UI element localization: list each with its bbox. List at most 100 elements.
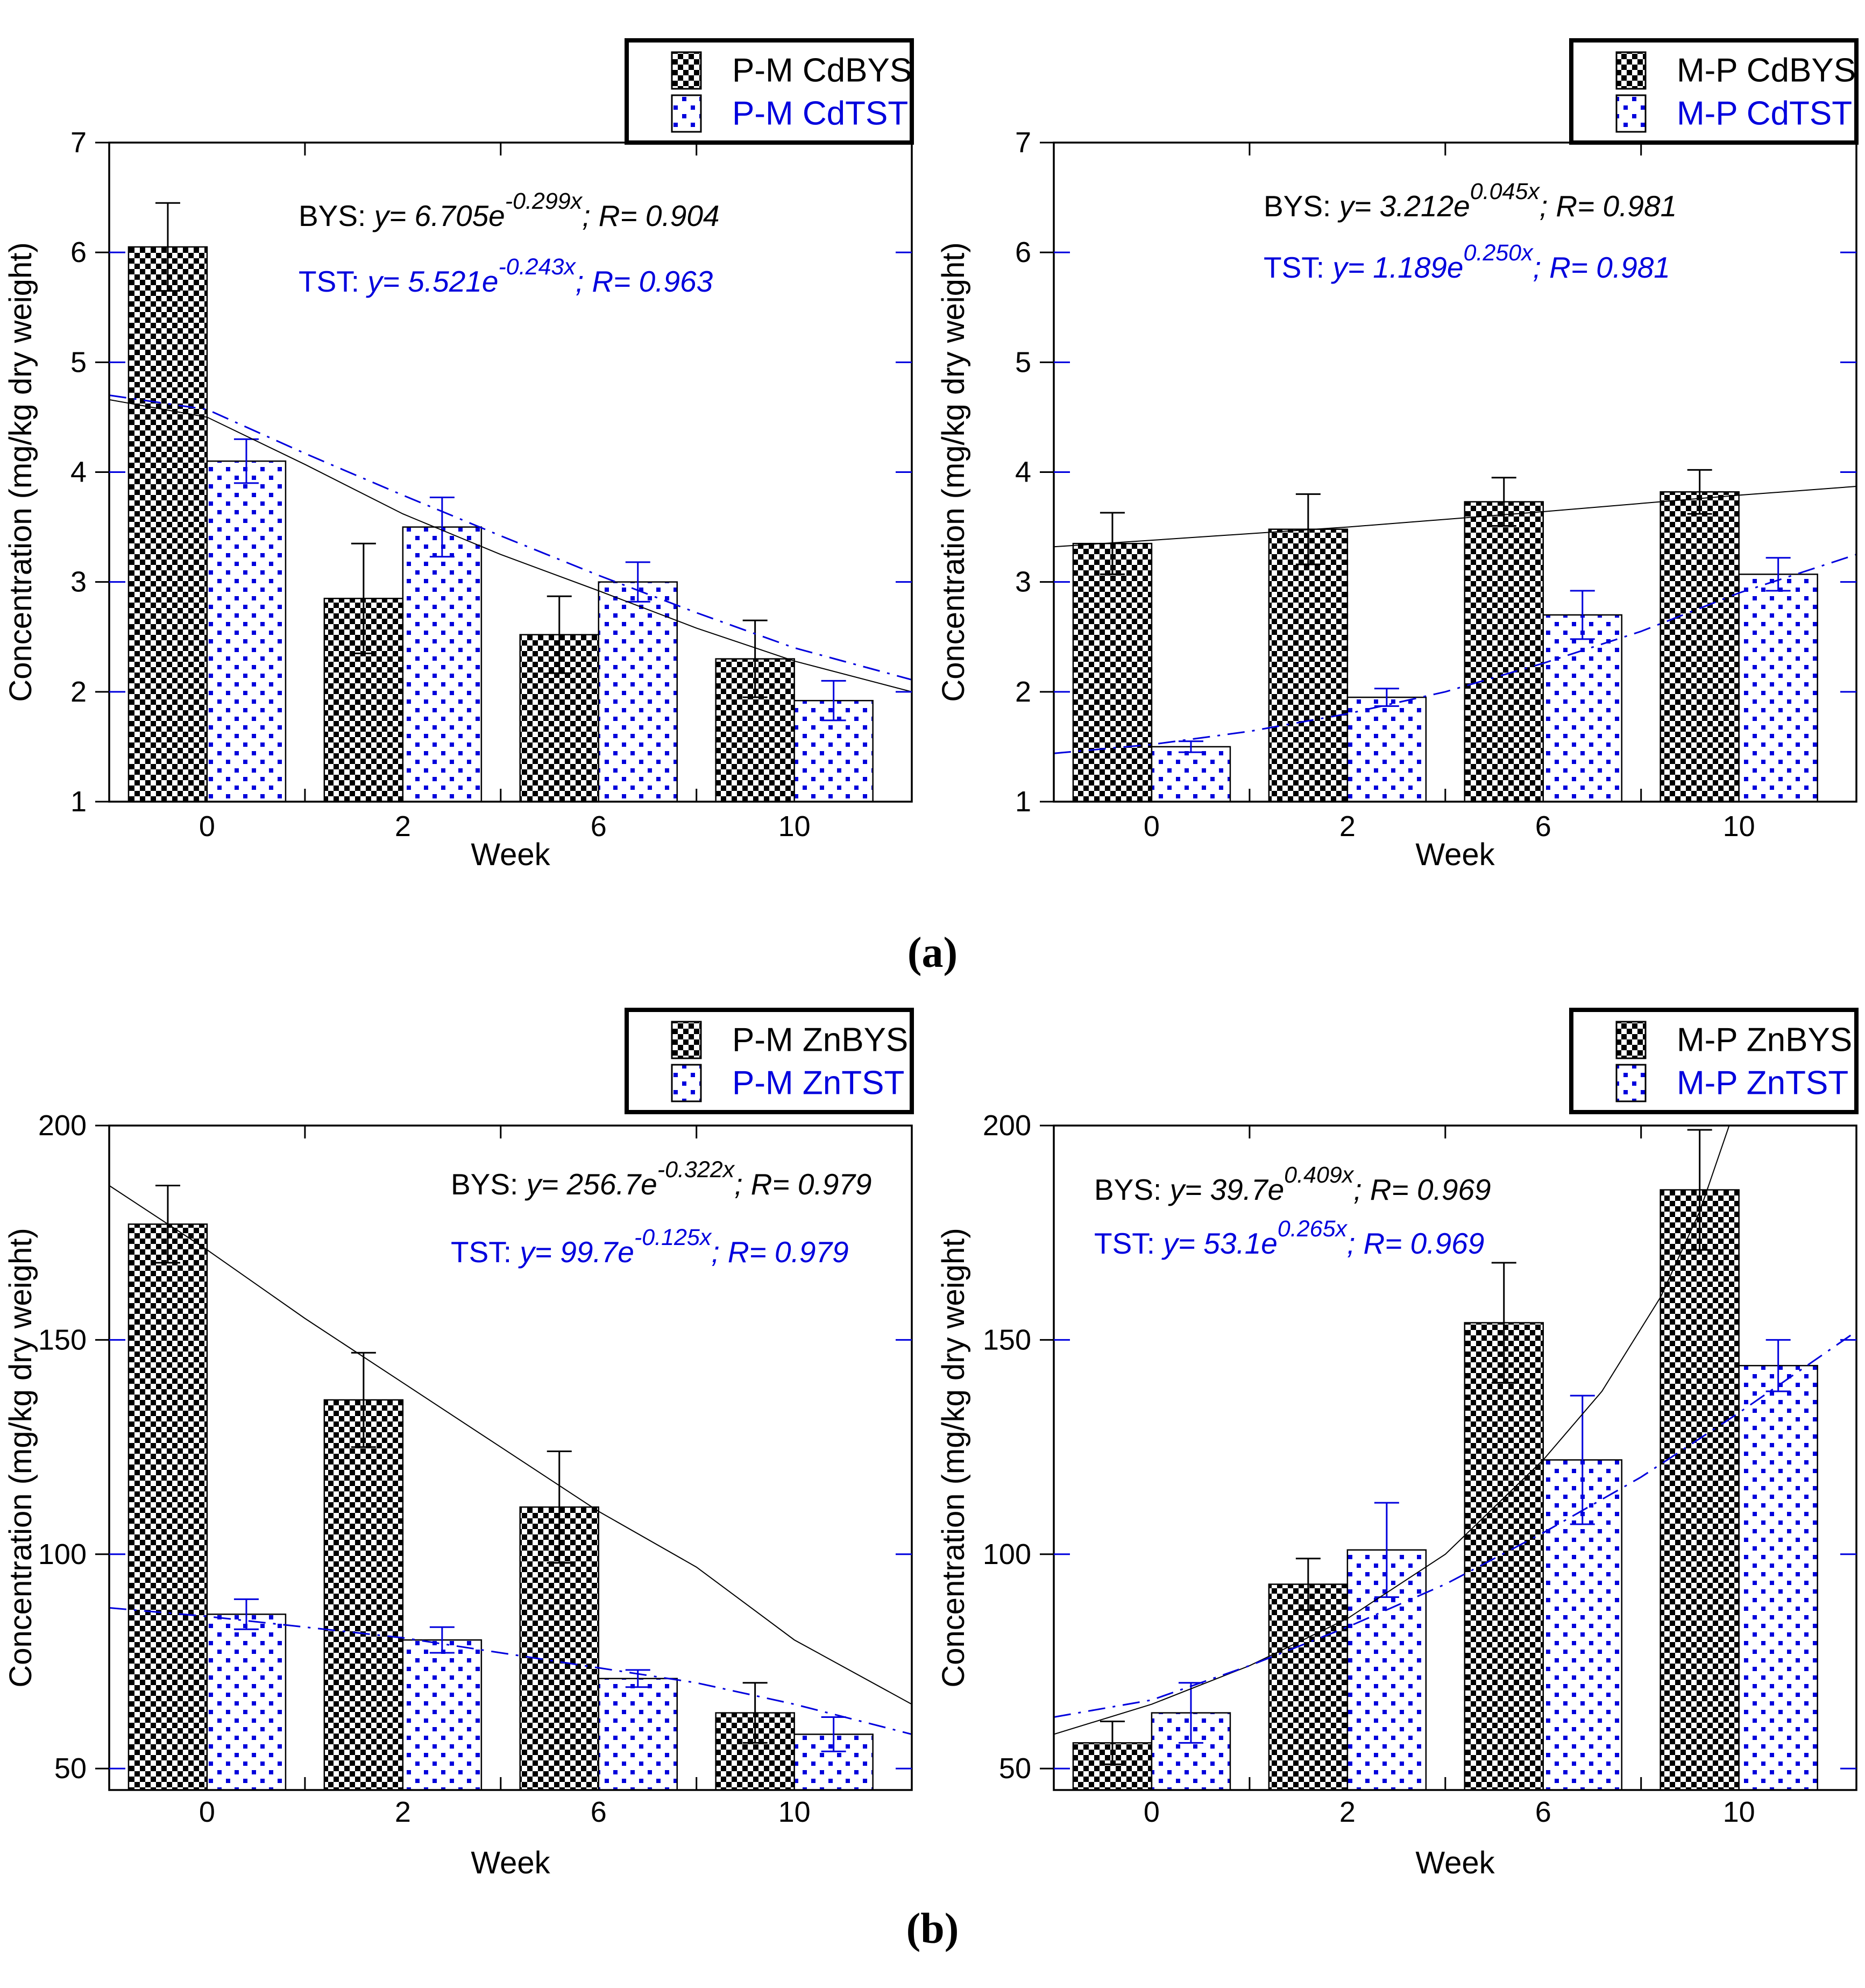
chart-panel-pm-zn: 50 100 150 200 0 2 6 10 Concentration (mg/kg dry… (0, 1002, 932, 1938)
legend-label-tst: P-M CdTST (732, 95, 908, 132)
bys-bar (1268, 528, 1349, 803)
y-tick-label: 7 (70, 126, 87, 159)
tst-bar (402, 1639, 483, 1791)
plot-box (108, 1124, 913, 1791)
tst-error-bar (429, 496, 455, 558)
legend-label-tst: M-P CdTST (1677, 95, 1852, 132)
bys-error-bar (1491, 1262, 1516, 1384)
tst-error-bar (625, 561, 650, 603)
legend-box: M-P ZnBYS M-P ZnTST (1569, 1008, 1859, 1114)
chart-panel-mp-cd: 1 2 3 4 5 6 7 0 2 6 10 Concentration (mg/kg dry wei… (933, 0, 1865, 936)
tst-error-bar (821, 680, 846, 721)
tst-error-bar (1374, 1502, 1399, 1598)
y-tick-label: 150 (983, 1324, 1031, 1356)
bys-error-bar (547, 595, 572, 674)
x-tick-label: 6 (591, 810, 607, 843)
chart-panel-pm-cd: 1 2 3 4 5 6 7 0 2 6 10 Concentration (mg/kg dry wei… (0, 0, 932, 936)
tst-error-bar (1178, 740, 1203, 753)
bys-bar (1268, 1583, 1349, 1791)
tst-error-bar (625, 1669, 650, 1688)
legend-label-bys: P-M CdBYS (732, 52, 912, 89)
fit-equation: BYS: y= 3.212e0.045x; R= 0.981 (1264, 179, 1677, 223)
bys-bar (1660, 491, 1740, 803)
x-tick-label: 10 (778, 1796, 811, 1828)
y-tick-label: 200 (983, 1109, 1031, 1142)
y-tick-label: 1 (70, 786, 87, 818)
legend-swatch-tst (671, 1064, 702, 1102)
y-tick-label: 1 (1015, 786, 1031, 818)
tst-bar (206, 1614, 287, 1791)
legend-box: M-P CdBYS M-P CdTST (1569, 38, 1859, 145)
y-tick-label: 3 (70, 566, 87, 598)
x-axis-title: Week (1415, 1845, 1495, 1880)
y-tick-label: 150 (38, 1324, 87, 1356)
fit-equation: BYS: y= 6.705e-0.299x; R= 0.904 (299, 188, 720, 232)
y-tick-label: 50 (54, 1752, 87, 1785)
trend-line-tst (109, 1607, 912, 1735)
chart-panel-mp-zn: 50 100 150 200 0 2 6 10 Concentration (mg/kg dry… (933, 1002, 1865, 1938)
tst-bar (402, 526, 483, 803)
trend-line-bys (109, 1185, 912, 1705)
legend-swatch-bys (671, 51, 702, 90)
chart-svg: 50 100 150 200 0 2 6 10 Concentration (mg/kg dry… (936, 1008, 1859, 1880)
x-tick-label: 10 (778, 810, 811, 843)
legend-box: P-M ZnBYS P-M ZnTST (625, 1008, 914, 1114)
y-tick-label: 6 (1015, 236, 1031, 268)
legend-box: P-M CdBYS P-M CdTST (625, 38, 914, 145)
x-tick-label: 2 (395, 1796, 411, 1828)
y-axis-title: Concentration (mg/kg dry weight) (936, 242, 971, 702)
tst-error-bar (1765, 557, 1791, 592)
bys-error-bar (351, 542, 376, 654)
trend-line-bys (1054, 1126, 1730, 1735)
tst-error-bar (233, 438, 259, 484)
plot-area: 50 100 150 200 0 2 6 10 Concentration (mg/kg dry… (936, 1109, 1857, 1880)
tst-error-bar (1570, 1395, 1595, 1525)
legend-label-bys: M-P ZnBYS (1677, 1022, 1852, 1059)
bys-error-bar (1687, 469, 1712, 515)
tst-error-bar (233, 1598, 259, 1630)
fit-equation: BYS: y= 39.7e0.409x; R= 0.969 (1094, 1162, 1491, 1206)
x-tick-label: 0 (199, 1796, 215, 1828)
plot-area: 1 2 3 4 5 6 7 0 2 6 10 Concentration (mg/kg dry wei… (936, 126, 1857, 872)
fit-equation: TST: y= 99.7e-0.125x; R= 0.979 (451, 1225, 849, 1269)
legend-label-bys: P-M ZnBYS (732, 1022, 908, 1059)
tst-bar (1542, 614, 1623, 803)
x-tick-label: 0 (1144, 1796, 1160, 1828)
tst-bar (1738, 1364, 1818, 1791)
y-tick-label: 4 (1015, 456, 1031, 489)
chart-svg: 1 2 3 4 5 6 7 0 2 6 10 Concentration (mg/kg dry wei… (936, 38, 1859, 872)
x-tick-label: 2 (1339, 810, 1356, 843)
y-tick-label: 50 (999, 1752, 1031, 1785)
tst-bar (1738, 574, 1818, 803)
y-tick-label: 5 (70, 346, 87, 378)
bys-error-bar (351, 1352, 376, 1448)
tst-bar (206, 460, 287, 803)
x-axis-title: Week (471, 1845, 550, 1880)
plot-box (1053, 1124, 1857, 1791)
bys-bar (1464, 1322, 1544, 1791)
legend-label-bys: M-P CdBYS (1677, 52, 1856, 89)
bys-error-bar (742, 1682, 768, 1744)
bys-error-bar (1295, 1558, 1321, 1611)
tst-error-bar (429, 1626, 455, 1654)
legend-swatch-tst (1615, 94, 1647, 133)
y-axis-title: Concentration (mg/kg dry weight) (936, 1228, 971, 1687)
tst-bar (1346, 696, 1427, 803)
y-tick-label: 200 (38, 1109, 87, 1142)
x-tick-label: 10 (1723, 810, 1755, 843)
y-tick-label: 3 (1015, 566, 1031, 598)
y-tick-label: 4 (70, 456, 87, 489)
x-tick-label: 2 (1339, 1796, 1356, 1828)
trend-line-tst (1054, 1331, 1856, 1718)
y-tick-label: 6 (70, 236, 87, 268)
y-axis-title: Concentration (mg/kg dry weight) (3, 242, 38, 702)
bys-bar (127, 1223, 208, 1791)
legend-swatch-bys (1615, 1021, 1647, 1059)
y-tick-label: 2 (70, 676, 87, 708)
tst-bar (598, 1678, 678, 1791)
legend-swatch-bys (671, 1021, 702, 1059)
y-tick-label: 2 (1015, 676, 1031, 708)
legend-swatch-bys (1615, 51, 1647, 90)
bys-error-bar (547, 1451, 572, 1564)
